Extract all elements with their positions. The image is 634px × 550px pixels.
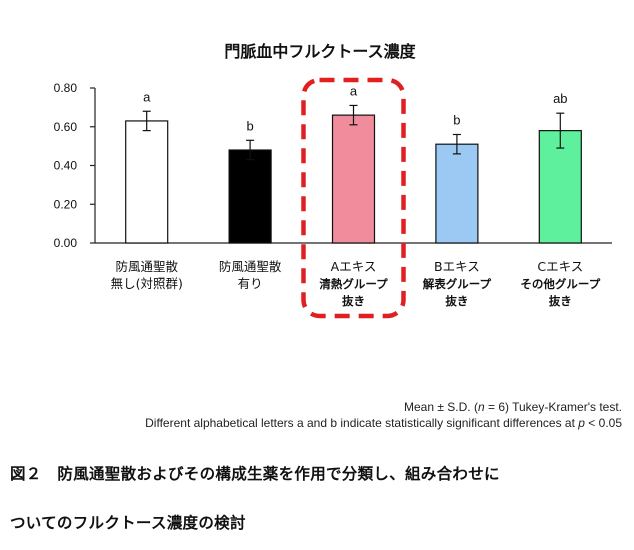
highlight-box <box>301 77 406 319</box>
figure-caption-line1: 図２ 防風通聖散およびその構成生薬を作用で分類し、組み合わせに <box>10 465 500 483</box>
x-category-label: Bエキス <box>434 259 480 274</box>
note2-post: < 0.05 <box>584 416 622 430</box>
x-category-label: その他グループ <box>520 277 600 291</box>
axes: 0.00 0.20 0.40 0.60 0.80 <box>54 81 612 250</box>
x-category-label: 防風通聖散 <box>115 259 178 274</box>
chart-title: 門脈血中フルクトース濃度 <box>224 42 416 61</box>
x-category-label: 無し(対照群) <box>111 276 183 291</box>
note1-n: n <box>477 400 485 414</box>
figure-caption-line2: ついてのフルクトース濃度の検討 <box>10 514 246 532</box>
error-bars <box>142 104 565 161</box>
significance-letter: b <box>246 118 253 133</box>
significance-letter: ab <box>553 91 567 106</box>
x-category-label: 清熱グループ <box>319 277 388 291</box>
bar <box>125 120 169 244</box>
note1-post: = 6) Tukey-Kramer's test. <box>484 400 622 414</box>
stats-note-line1: Mean ± S.D. (n = 6) Tukey-Kramer's test. <box>404 400 622 414</box>
bar-chart: 門脈血中フルクトース濃度 0.000.200.400.600.80 ababab… <box>54 42 612 319</box>
bar <box>538 130 582 244</box>
bar <box>435 143 479 244</box>
y-tick-label: 0.60 <box>54 120 78 134</box>
significance-letter: b <box>453 113 460 128</box>
x-category-label: Aエキス <box>331 259 377 274</box>
y-tick-label: 0.80 <box>54 81 78 95</box>
stats-note-line2: Different alphabetical letters a and b i… <box>145 416 622 430</box>
significance-letter: a <box>350 83 358 98</box>
bar <box>331 114 376 244</box>
x-category-label: 解表グループ <box>423 277 492 291</box>
note2-pre: Different alphabetical letters a and b i… <box>145 416 579 430</box>
y-tick-label: 0.00 <box>54 236 78 250</box>
x-category-label: Cエキス <box>537 259 583 274</box>
x-category-label: 有り <box>238 276 263 291</box>
x-axis-labels: 防風通聖散無し(対照群)防風通聖散有りAエキス清熱グループ抜きBエキス解表グルー… <box>111 259 601 308</box>
highlight-dashed-box <box>301 77 406 319</box>
note1-pre: Mean ± S.D. ( <box>404 400 478 414</box>
bar <box>228 149 272 244</box>
x-category-label: 抜き <box>445 294 468 308</box>
x-category-label: 防風通聖散 <box>219 259 282 274</box>
y-tick-label: 0.40 <box>54 159 78 173</box>
significance-letter: a <box>143 89 151 104</box>
x-category-label: 抜き <box>549 294 572 308</box>
note2-p: p <box>578 416 585 430</box>
x-category-label: 抜き <box>342 294 365 308</box>
bars <box>125 114 582 244</box>
y-tick-label: 0.20 <box>54 197 78 211</box>
